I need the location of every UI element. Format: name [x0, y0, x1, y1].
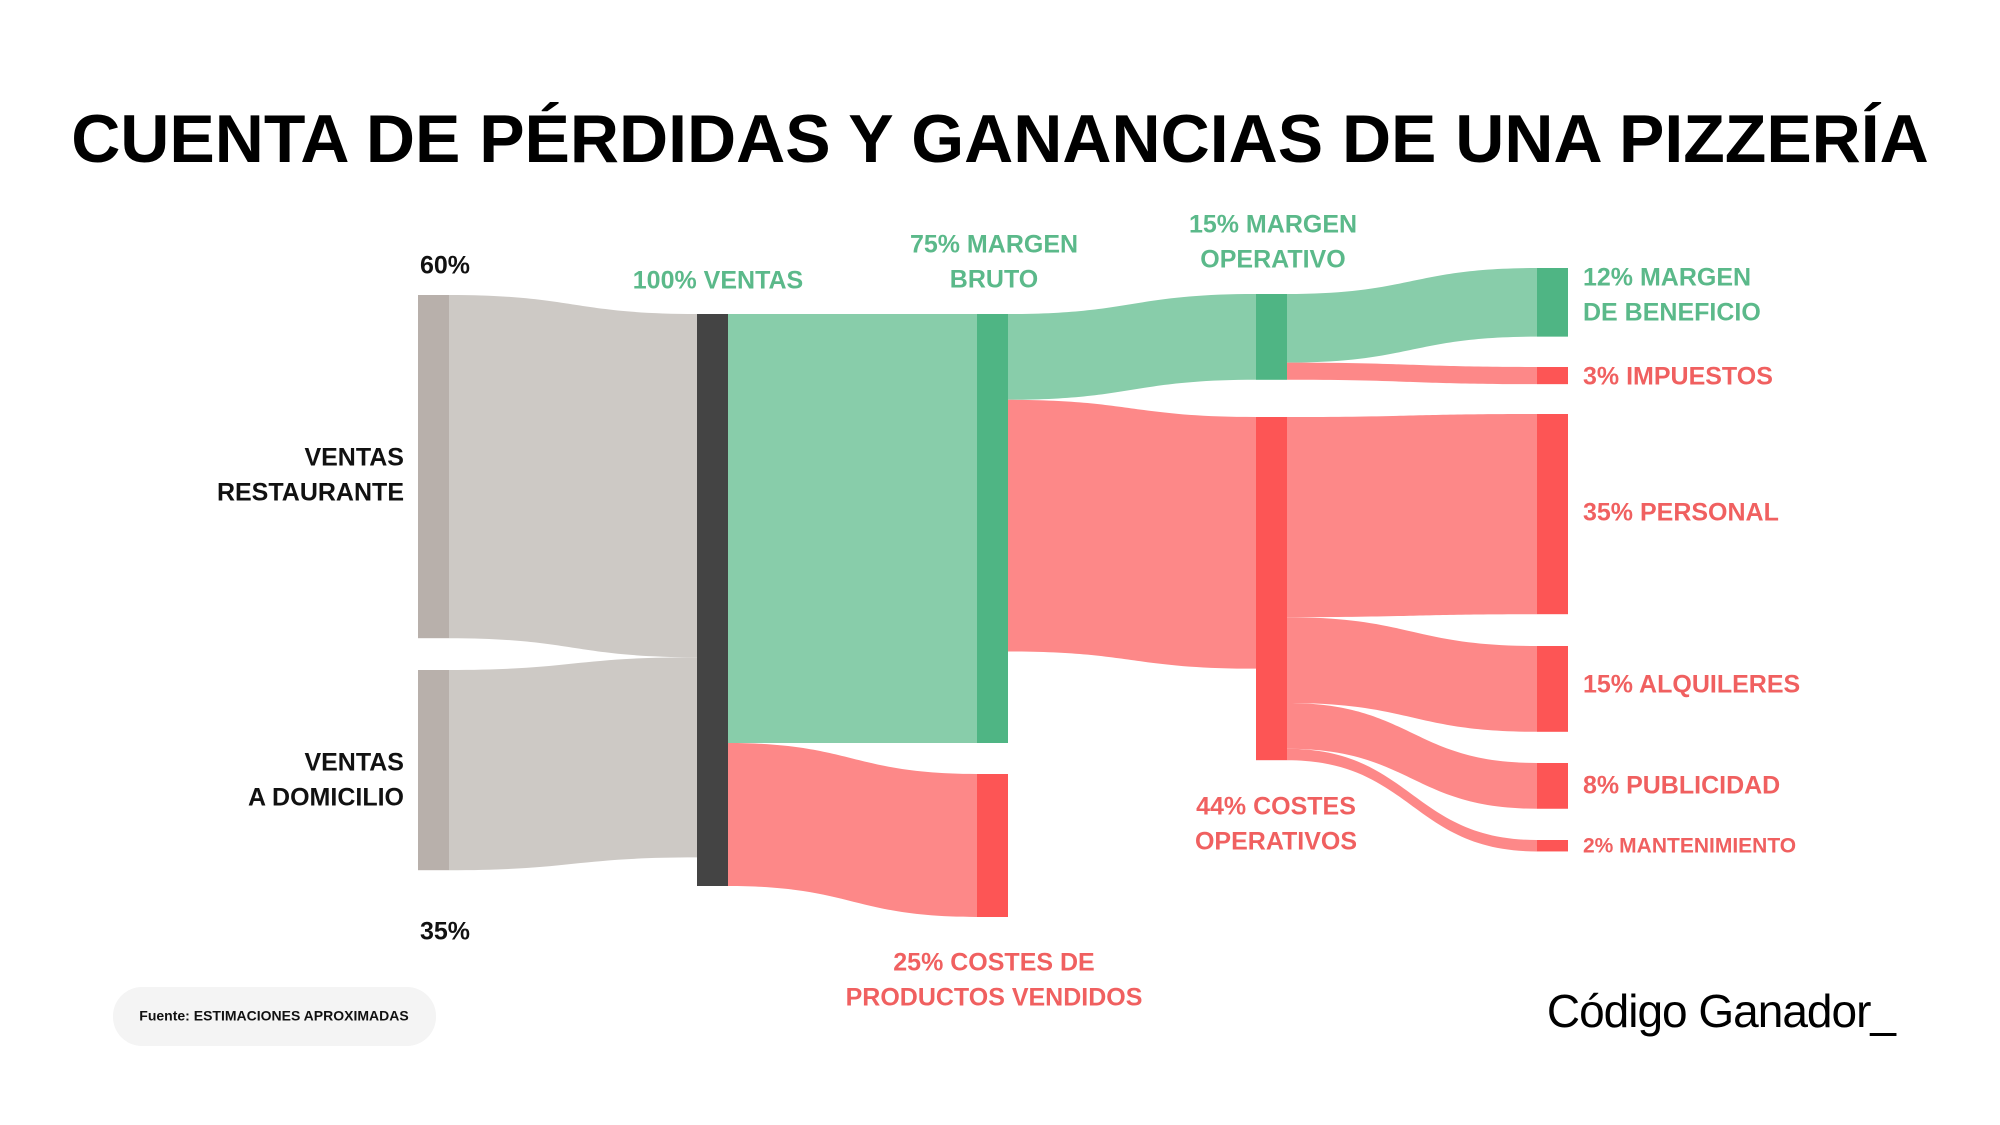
node-label: 35% PERSONAL [1583, 499, 1779, 527]
link [1287, 362, 1537, 385]
node [1537, 268, 1568, 337]
link [728, 743, 977, 917]
node-label: DE BENEFICIO [1583, 299, 1761, 327]
node-label: 15% MARGEN [1189, 211, 1357, 239]
value-label: 60% [420, 252, 470, 280]
node-label: RESTAURANTE [217, 479, 404, 507]
node [1537, 840, 1568, 852]
node-label: 3% IMPUESTOS [1583, 363, 1773, 391]
chart-title: CUENTA DE PÉRDIDAS Y GANANCIAS DE UNA PI… [71, 101, 1929, 177]
source-pill [113, 987, 436, 1046]
link [1008, 399, 1256, 669]
link [1287, 617, 1537, 732]
source-note: Fuente: ESTIMACIONES APROXIMADAS [139, 1008, 408, 1024]
node-label: OPERATIVO [1200, 246, 1345, 274]
link [1287, 703, 1537, 809]
node-label: VENTAS [304, 749, 404, 777]
node-label: 25% COSTES DE [893, 949, 1094, 977]
node-label: BRUTO [950, 266, 1038, 294]
link [1287, 748, 1537, 852]
node [977, 314, 1008, 743]
node [1256, 294, 1287, 380]
node-label: 2% MANTENIMIENTO [1583, 835, 1796, 858]
link [1287, 414, 1537, 618]
node-label: OPERATIVOS [1195, 828, 1357, 856]
node-label: 44% COSTES [1196, 793, 1356, 821]
node [1537, 763, 1568, 809]
link [449, 657, 697, 871]
node [418, 670, 449, 871]
link [728, 314, 977, 743]
node-label: PRODUCTOS VENDIDOS [846, 984, 1143, 1012]
node [1537, 367, 1568, 385]
node [697, 314, 728, 886]
node-label: 12% MARGEN [1583, 264, 1751, 292]
link [1287, 268, 1537, 363]
node-label: 8% PUBLICIDAD [1583, 772, 1780, 800]
link [449, 295, 697, 658]
node [1537, 646, 1568, 732]
node-label: 15% ALQUILERES [1583, 671, 1800, 699]
node [1537, 414, 1568, 615]
link [1008, 294, 1256, 400]
node-label: A DOMICILIO [248, 784, 404, 812]
brand: Código Ganador_ [1547, 985, 1898, 1037]
node [1256, 417, 1287, 761]
node-label: VENTAS [304, 444, 404, 472]
node [977, 774, 1008, 917]
node-label: 75% MARGEN [910, 231, 1078, 259]
node-label: 100% VENTAS [633, 267, 803, 295]
links [449, 268, 1537, 917]
node [418, 295, 449, 639]
value-label: 35% [420, 918, 470, 946]
